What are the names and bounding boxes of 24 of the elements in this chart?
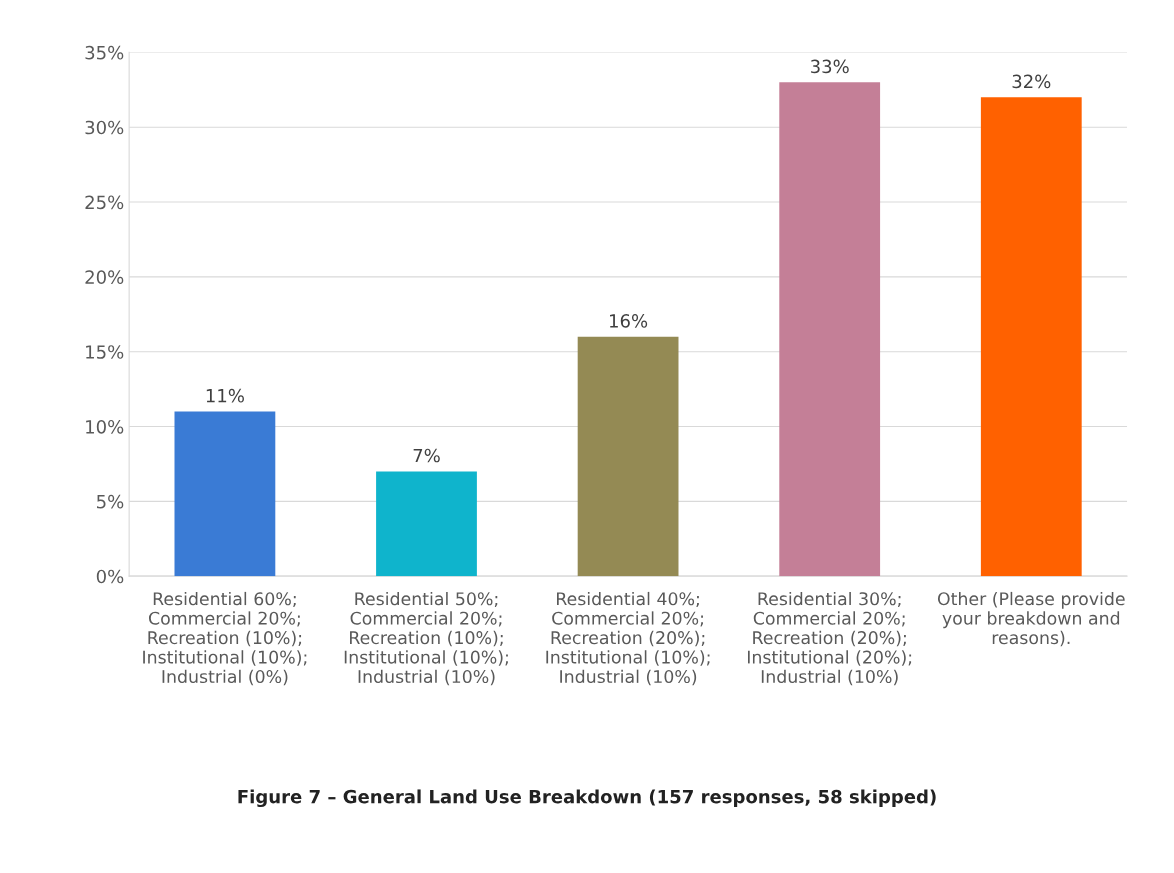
y-tick-label: 15% (86, 345, 124, 359)
y-tick-label: 5% (97, 494, 124, 509)
bar (577, 336, 679, 577)
y-tick-label: 25% (85, 195, 124, 210)
data-label: 32% (1012, 74, 1051, 89)
bar (779, 82, 881, 577)
data-label: 11% (206, 388, 244, 403)
y-tick-label: 0% (96, 569, 124, 584)
data-label: 33% (811, 59, 849, 74)
y-tick-label: 20% (85, 270, 124, 284)
x-tick-label: Residential 40%; Commercial 20%; Recreation (20%); Institutional (10%); Industrial (10%) (546, 591, 710, 686)
x-tick-label: Residential 30%; Commercial 20%; Recreation (20%); Institutional (20%); Industrial (10%) (747, 591, 912, 686)
y-tick-label: 30% (85, 120, 124, 135)
text: Figure 7 – General Land Use Breakdown (157 responses, 58 skipped) (238, 789, 936, 808)
x-tick-label: Residential 60%; Commercial 20%; Recreation (10%); Institutional (10%); Industrial (0%) (143, 591, 307, 686)
bar (174, 411, 276, 577)
bar (980, 97, 1082, 577)
y-tick-label: 10% (86, 419, 124, 434)
data-label: 7% (413, 448, 440, 463)
x-tick-label: Residential 50%; Commercial 20%; Recreation (10%); Institutional (10%); Industrial (10%) (344, 591, 508, 686)
data-label: 16% (610, 314, 648, 328)
x-tick-label: Other (Please provide your breakdown and reasons). (937, 591, 1125, 647)
y-tick-label: 35% (85, 45, 124, 60)
bar (376, 471, 477, 577)
